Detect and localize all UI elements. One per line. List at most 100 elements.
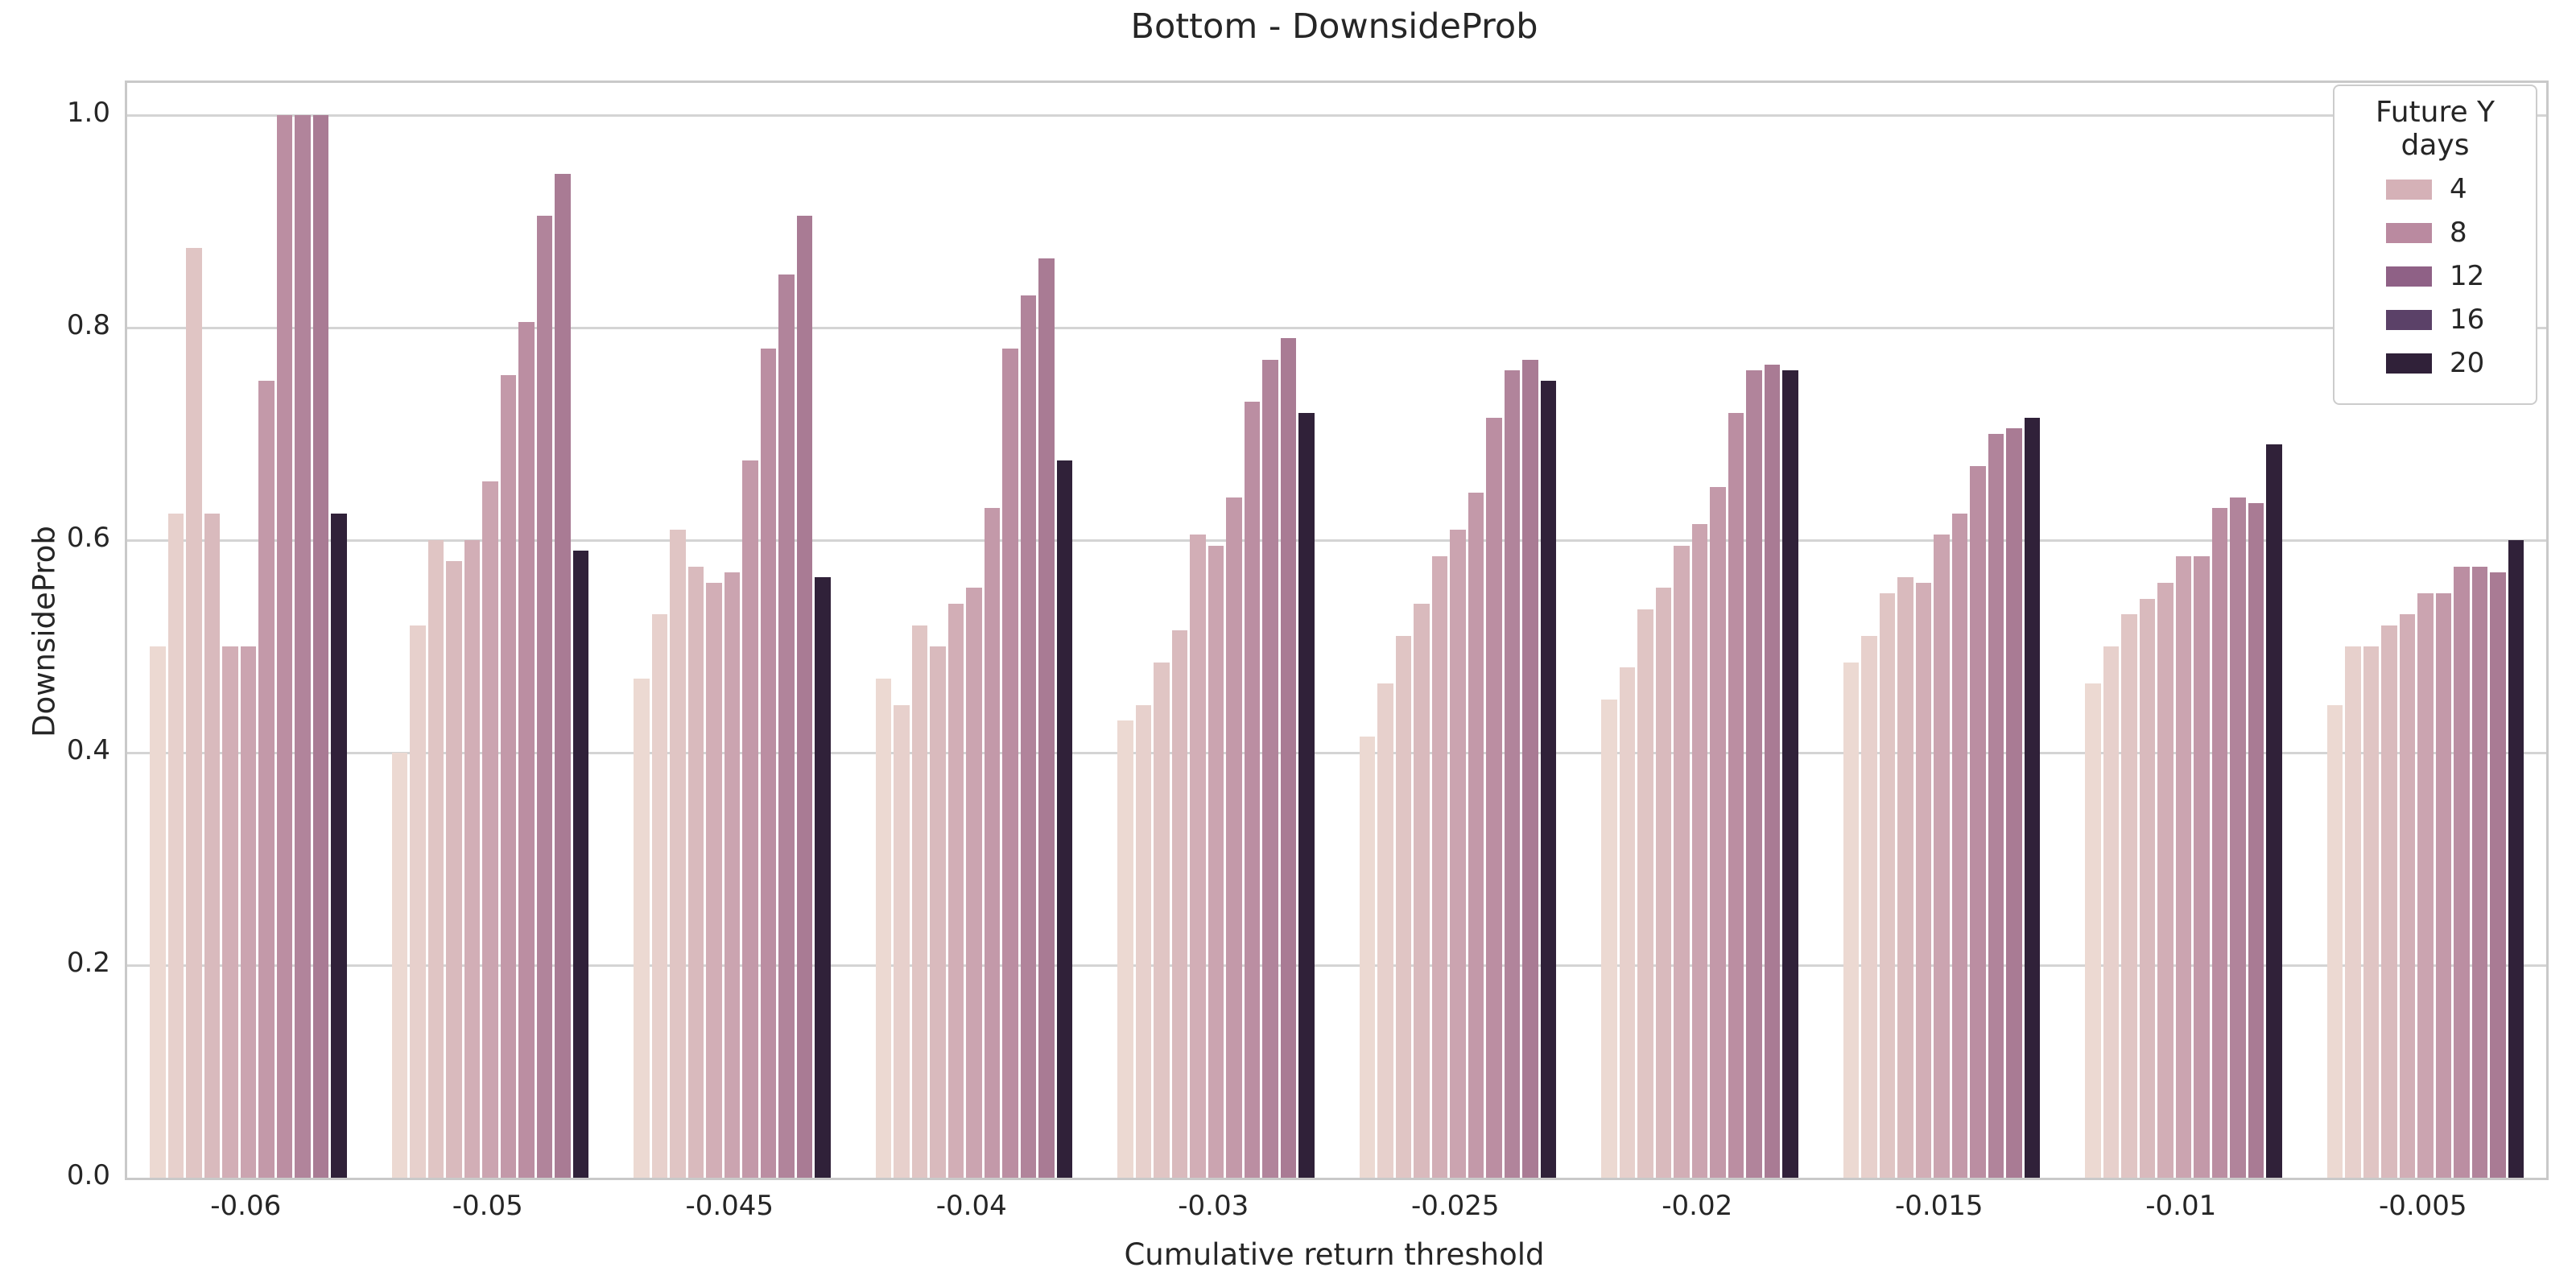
bar [1244,402,1260,1178]
bar [1117,720,1133,1178]
bar [634,678,650,1178]
bar [391,753,407,1178]
bar [778,275,795,1178]
x-tick-label: -0.05 [452,1190,523,1222]
bar [2194,555,2210,1178]
x-tick-label: -0.015 [1894,1190,1984,1222]
bar [1298,412,1315,1178]
bar-group [1337,83,1579,1178]
legend-label: 12 [2450,260,2485,292]
bar [1395,635,1411,1178]
bar [1655,588,1671,1178]
bar [1171,630,1187,1178]
bar [1226,497,1242,1178]
bar [2121,614,2137,1178]
bar [1414,604,1430,1178]
bar [1468,492,1484,1178]
bar [1377,683,1393,1178]
bar [1879,593,1895,1178]
x-tick-label: -0.025 [1410,1190,1500,1222]
bar [1431,555,1447,1178]
bar [258,381,275,1178]
bar [947,604,964,1178]
bar [1450,529,1466,1178]
legend-title: Future Y days [2375,96,2496,162]
y-tick-label: 0.8 [66,309,110,341]
bar [2230,497,2246,1178]
bar [1710,487,1726,1178]
bar [2024,418,2040,1178]
bar [1988,434,2004,1178]
bar [724,572,740,1178]
bar [1208,545,1224,1178]
x-tick-label: -0.005 [2378,1190,2467,1222]
bar [1486,418,1502,1178]
x-tick-label: -0.01 [2145,1190,2217,1222]
bar [312,115,328,1178]
gridline [127,326,2546,329]
bar [572,551,588,1178]
bar [2085,683,2101,1178]
bar [2326,704,2343,1178]
bar [1504,369,1520,1178]
bar [1746,369,1762,1178]
gridline [127,751,2546,754]
bar [1691,524,1707,1178]
bar-group [369,83,612,1178]
bar [1154,662,1170,1178]
bar [1897,577,1913,1178]
legend-label: 20 [2450,347,2485,379]
legend: Future Y days 4 8 12 16 20 [2333,85,2537,405]
bar-group [2305,83,2547,1178]
bar [796,216,812,1178]
bar [2211,508,2227,1178]
bar [2345,646,2361,1178]
legend-swatch [2386,266,2432,287]
legend-swatch [2386,353,2432,374]
bar-group [1579,83,1821,1178]
bar [167,514,184,1178]
bar [1970,465,1986,1178]
bar [815,577,831,1178]
chart-title: Bottom - DownsideProb [1130,6,1538,47]
bar [1056,460,1072,1178]
bar [1262,359,1278,1178]
bar [1619,667,1635,1178]
legend-row: 4 [2386,173,2536,205]
bar [966,588,982,1178]
bar [651,614,667,1178]
bar [204,514,220,1178]
bar [518,322,535,1178]
bar [1861,635,1877,1178]
legend-swatch [2386,179,2432,200]
legend-row: 8 [2386,217,2536,249]
bar [2103,646,2119,1178]
legend-row: 16 [2386,303,2536,336]
bar [760,349,776,1178]
bar-group [127,83,369,1178]
bar [410,625,426,1178]
bar [2490,572,2506,1178]
bar [670,529,686,1178]
bar-group [2062,83,2305,1178]
gridline [127,114,2546,117]
y-tick-label: 0.6 [66,522,110,554]
bar [1601,700,1617,1178]
legend-label: 4 [2450,173,2467,205]
bar [894,704,910,1178]
bar [464,540,480,1178]
x-tick-label: -0.06 [210,1190,282,1222]
bar [150,646,166,1178]
bar [1359,737,1375,1178]
bar-group [1821,83,2063,1178]
bar [186,248,202,1178]
bar [911,625,927,1178]
legend-row: 12 [2386,260,2536,292]
bar [2157,582,2174,1178]
bar [2006,428,2022,1178]
y-axis-label: DownsideProb [27,526,62,737]
legend-label: 16 [2450,303,2485,336]
bar [930,646,946,1178]
legend-swatch [2386,222,2432,243]
bar [482,481,498,1178]
